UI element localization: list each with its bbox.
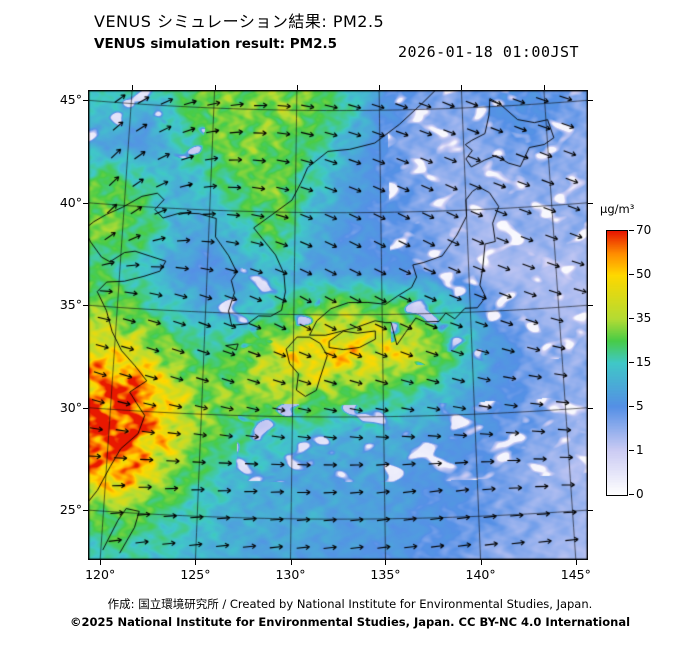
lon-tick-label: 135° [370,567,401,582]
map-plot [88,90,588,560]
colorbar-unit-label: μg/m³ [600,202,635,216]
lon-tick-label: 140° [465,567,496,582]
title-english: VENUS simulation result: PM2.5 [94,36,337,52]
colorbar-tick-label: 15 [636,355,652,369]
colorbar-tick-label: 70 [636,223,652,237]
colorbar-tick-mark [629,450,634,451]
lat-tick-mark-right [588,305,593,307]
lon-tick-label: 130° [275,567,306,582]
title-japanese: VENUS シミュレーション結果: PM2.5 [94,12,385,31]
lat-tick-label: 25° [59,502,82,518]
lon-tick-label: 120° [85,567,116,582]
colorbar-tick-label: 5 [636,399,644,413]
lon-tick-mark [385,560,387,565]
datetime-label: 2026-01-18 01:00JST [398,43,580,61]
lon-tick-mark [195,560,197,565]
lat-tick-mark-right [588,100,593,102]
lon-tick-mark [100,560,102,565]
colorbar-tick-label: 1 [636,443,644,457]
colorbar-tick-mark [629,230,634,231]
lat-tick-mark-right [588,510,593,512]
map-canvas [88,90,588,560]
colorbar-tick-mark [629,406,634,407]
colorbar: μg/m³ 70 50 35 15 5 1 0 [596,202,700,512]
credit-line: 作成: 国立環境研究所 / Created by National Instit… [107,597,593,611]
colorbar-gradient [606,230,628,496]
lat-tick-mark-right [588,407,593,409]
colorbar-tick-mark [629,274,634,275]
lon-tick-mark [290,560,292,565]
lon-tick-label: 145° [560,567,591,582]
colorbar-tick-mark [629,362,634,363]
lon-tick-mark [575,560,577,565]
lat-tick-label: 40° [59,194,82,210]
colorbar-tick-mark [629,318,634,319]
colorbar-tick-label: 35 [636,311,652,325]
lon-tick-label: 125° [180,567,211,582]
copyright-line: ©2025 National Institute for Environment… [69,615,631,629]
lat-tick-label: 30° [59,399,82,415]
lat-tick-mark-right [588,202,593,204]
colorbar-tick-mark [629,494,634,495]
lat-tick-label: 35° [59,297,82,313]
colorbar-tick-label: 0 [636,487,644,501]
lon-tick-mark [480,560,482,565]
lat-tick-label: 45° [59,92,82,108]
colorbar-tick-label: 50 [636,267,652,281]
